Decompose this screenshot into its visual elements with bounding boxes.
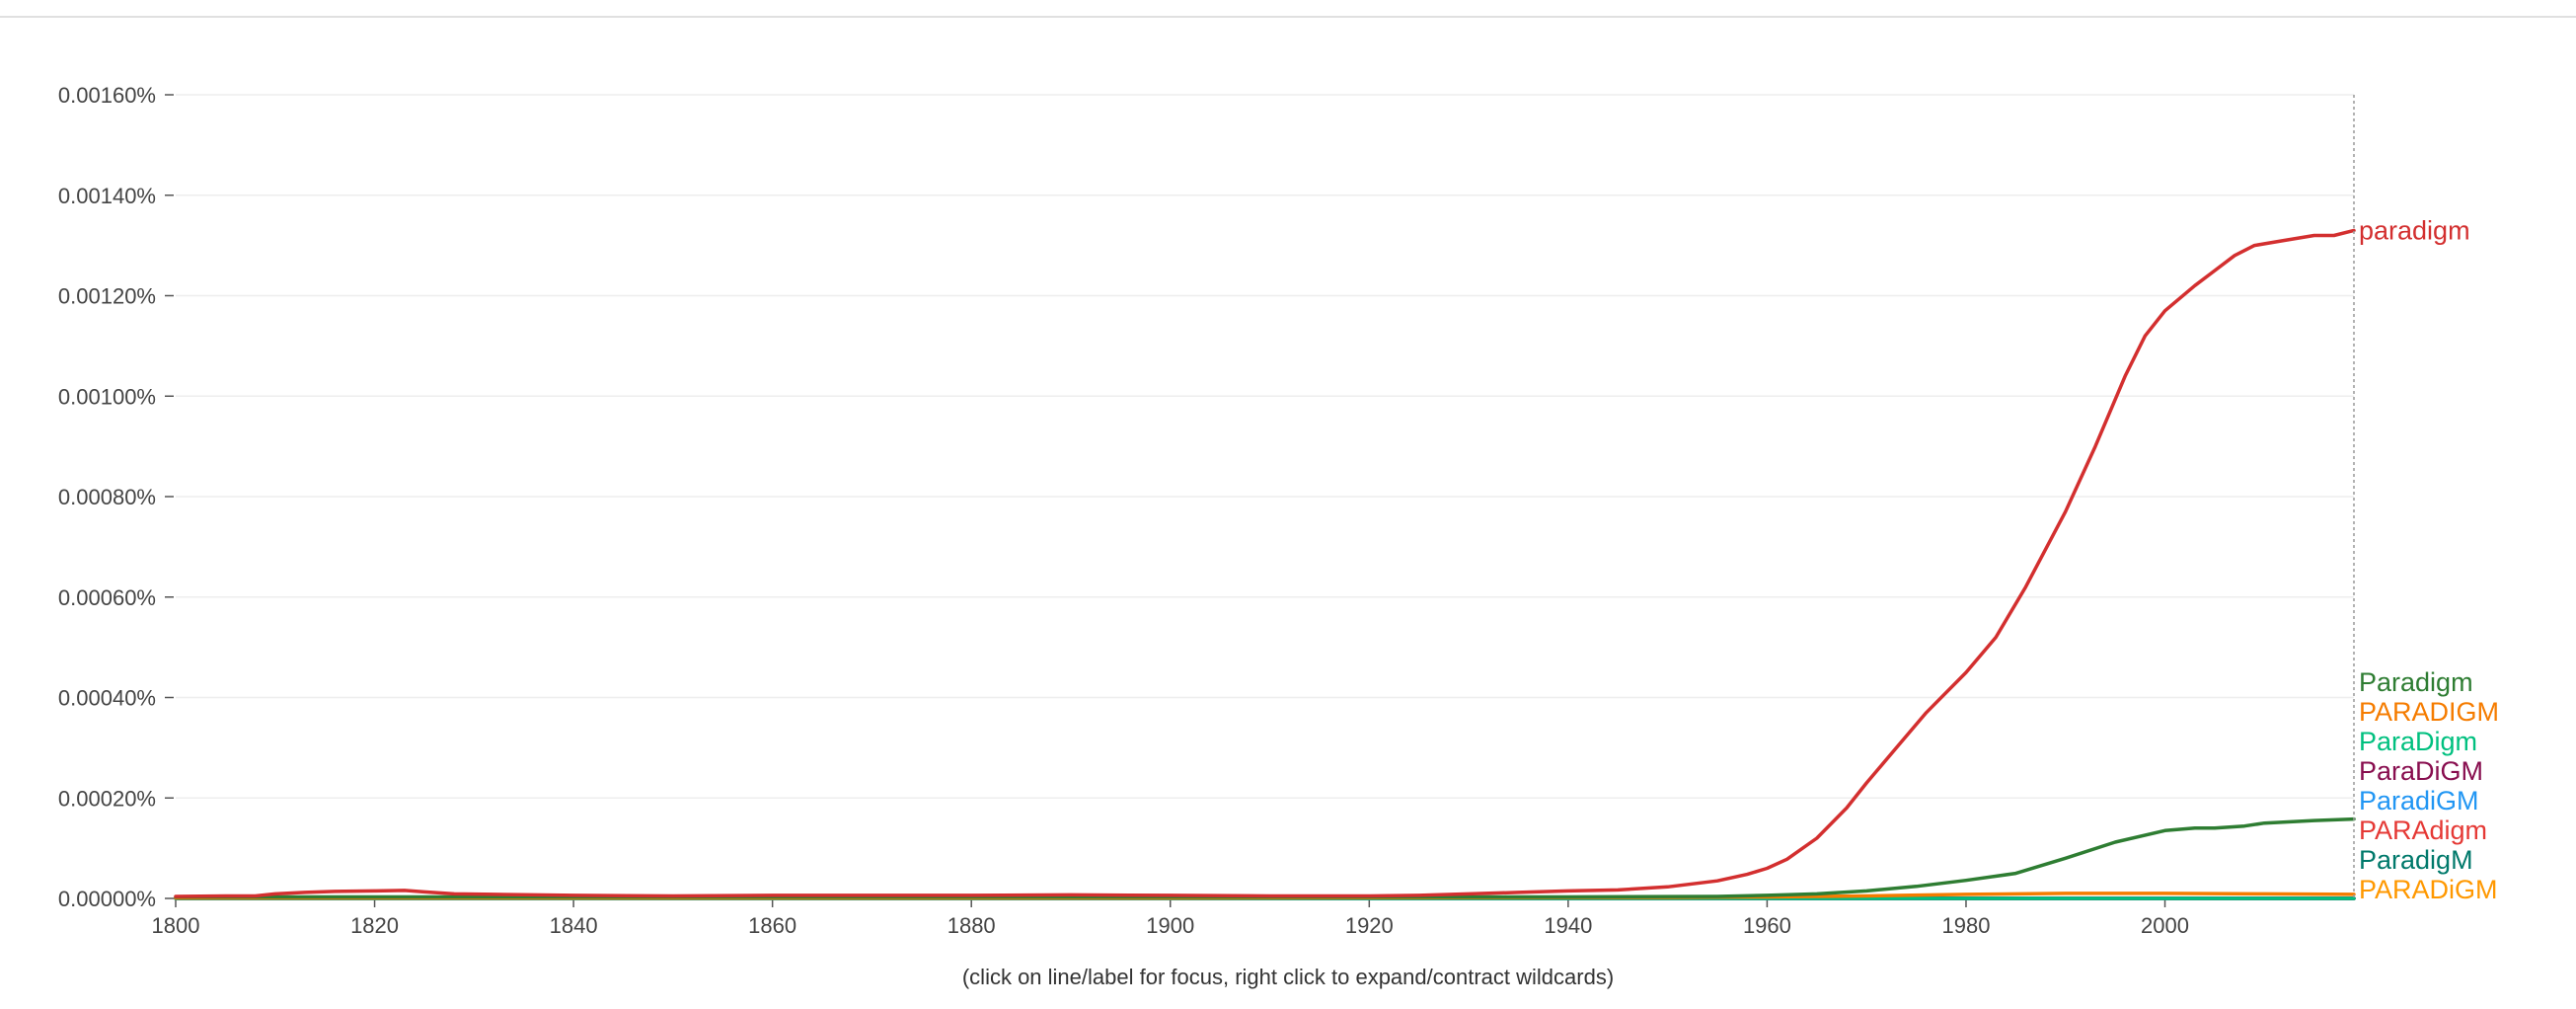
series-label-paradigm-5[interactable]: ParadiGM bbox=[2359, 786, 2479, 815]
y-tick-label: 0.00000% bbox=[58, 887, 156, 911]
series-label-paradigm-8[interactable]: PARADiGM bbox=[2359, 875, 2498, 904]
x-tick-label: 1920 bbox=[1345, 913, 1394, 938]
x-tick-label: 1820 bbox=[350, 913, 399, 938]
y-tick-label: 0.00100% bbox=[58, 384, 156, 409]
y-tick-label: 0.00020% bbox=[58, 786, 156, 811]
x-tick-label: 1880 bbox=[947, 913, 996, 938]
gridlines bbox=[176, 94, 2354, 799]
x-tick-label: 1940 bbox=[1544, 913, 1592, 938]
chart-hint: (click on line/label for focus, right cl… bbox=[961, 965, 1615, 989]
series-line-paradigm-0[interactable] bbox=[174, 228, 2356, 898]
y-tick-label: 0.00160% bbox=[58, 83, 156, 108]
series-label-paradigm-7[interactable]: ParadigM bbox=[2359, 845, 2473, 875]
x-tick-label: 1860 bbox=[748, 913, 796, 938]
series-label-paradigm-1[interactable]: Paradigm bbox=[2359, 667, 2473, 697]
series-label-paradigm-6[interactable]: PARAdigm bbox=[2359, 815, 2487, 845]
x-tick-label: 2000 bbox=[2141, 913, 2189, 938]
y-tick-label: 0.00080% bbox=[58, 485, 156, 509]
x-tick-label: 1900 bbox=[1146, 913, 1194, 938]
series-labels: paradigm ParadigmPARADIGMParaDigmParaDiGM… bbox=[2359, 215, 2499, 904]
series-line-paradigm-1[interactable] bbox=[174, 816, 2356, 899]
x-tick-label: 1980 bbox=[1941, 913, 1990, 938]
series-label-paradigm-3[interactable]: ParaDigm bbox=[2359, 727, 2477, 756]
y-tick-label: 0.00140% bbox=[58, 184, 156, 208]
series-label-paradigm[interactable]: paradigm bbox=[2359, 215, 2470, 245]
series-label-paradigm-2[interactable]: PARADIGM bbox=[2359, 697, 2499, 727]
x-tick-label: 1840 bbox=[550, 913, 598, 938]
y-tick-label: 0.00040% bbox=[58, 686, 156, 711]
series-lines bbox=[174, 228, 2356, 900]
series-label-paradigm-4[interactable]: ParaDiGM bbox=[2359, 756, 2483, 786]
x-tick-label: 1800 bbox=[152, 913, 200, 938]
y-tick-label: 0.00060% bbox=[58, 585, 156, 610]
x-tick-label: 1960 bbox=[1743, 913, 1791, 938]
y-tick-label: 0.00120% bbox=[58, 284, 156, 309]
axes: 0.00000% 0.00020% 0.00040% 0.00060% 0.00080%… bbox=[58, 83, 2354, 938]
top-divider bbox=[0, 0, 2576, 18]
